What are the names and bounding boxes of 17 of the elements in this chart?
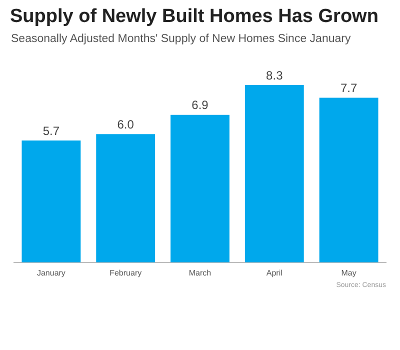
- data-label: 8.3: [266, 68, 284, 82]
- bar: [22, 140, 81, 262]
- chart-subtitle: Seasonally Adjusted Months' Supply of New Homes Since January: [11, 33, 351, 45]
- bar: [96, 134, 156, 262]
- chart-title: Supply of Newly Built Homes Has Grown: [10, 6, 378, 28]
- x-tick-label: March: [188, 268, 212, 278]
- x-tick-label: May: [341, 268, 356, 278]
- bar: [319, 98, 378, 262]
- bar: [170, 114, 230, 262]
- x-tick-label: February: [110, 268, 142, 278]
- data-label: 5.7: [42, 124, 60, 138]
- x-tick-label: April: [266, 268, 283, 278]
- data-label: 6.0: [117, 117, 134, 132]
- data-label: 6.9: [192, 98, 209, 112]
- bar: [244, 84, 304, 262]
- x-tick-label: January: [36, 268, 66, 278]
- data-label: 7.7: [340, 81, 358, 96]
